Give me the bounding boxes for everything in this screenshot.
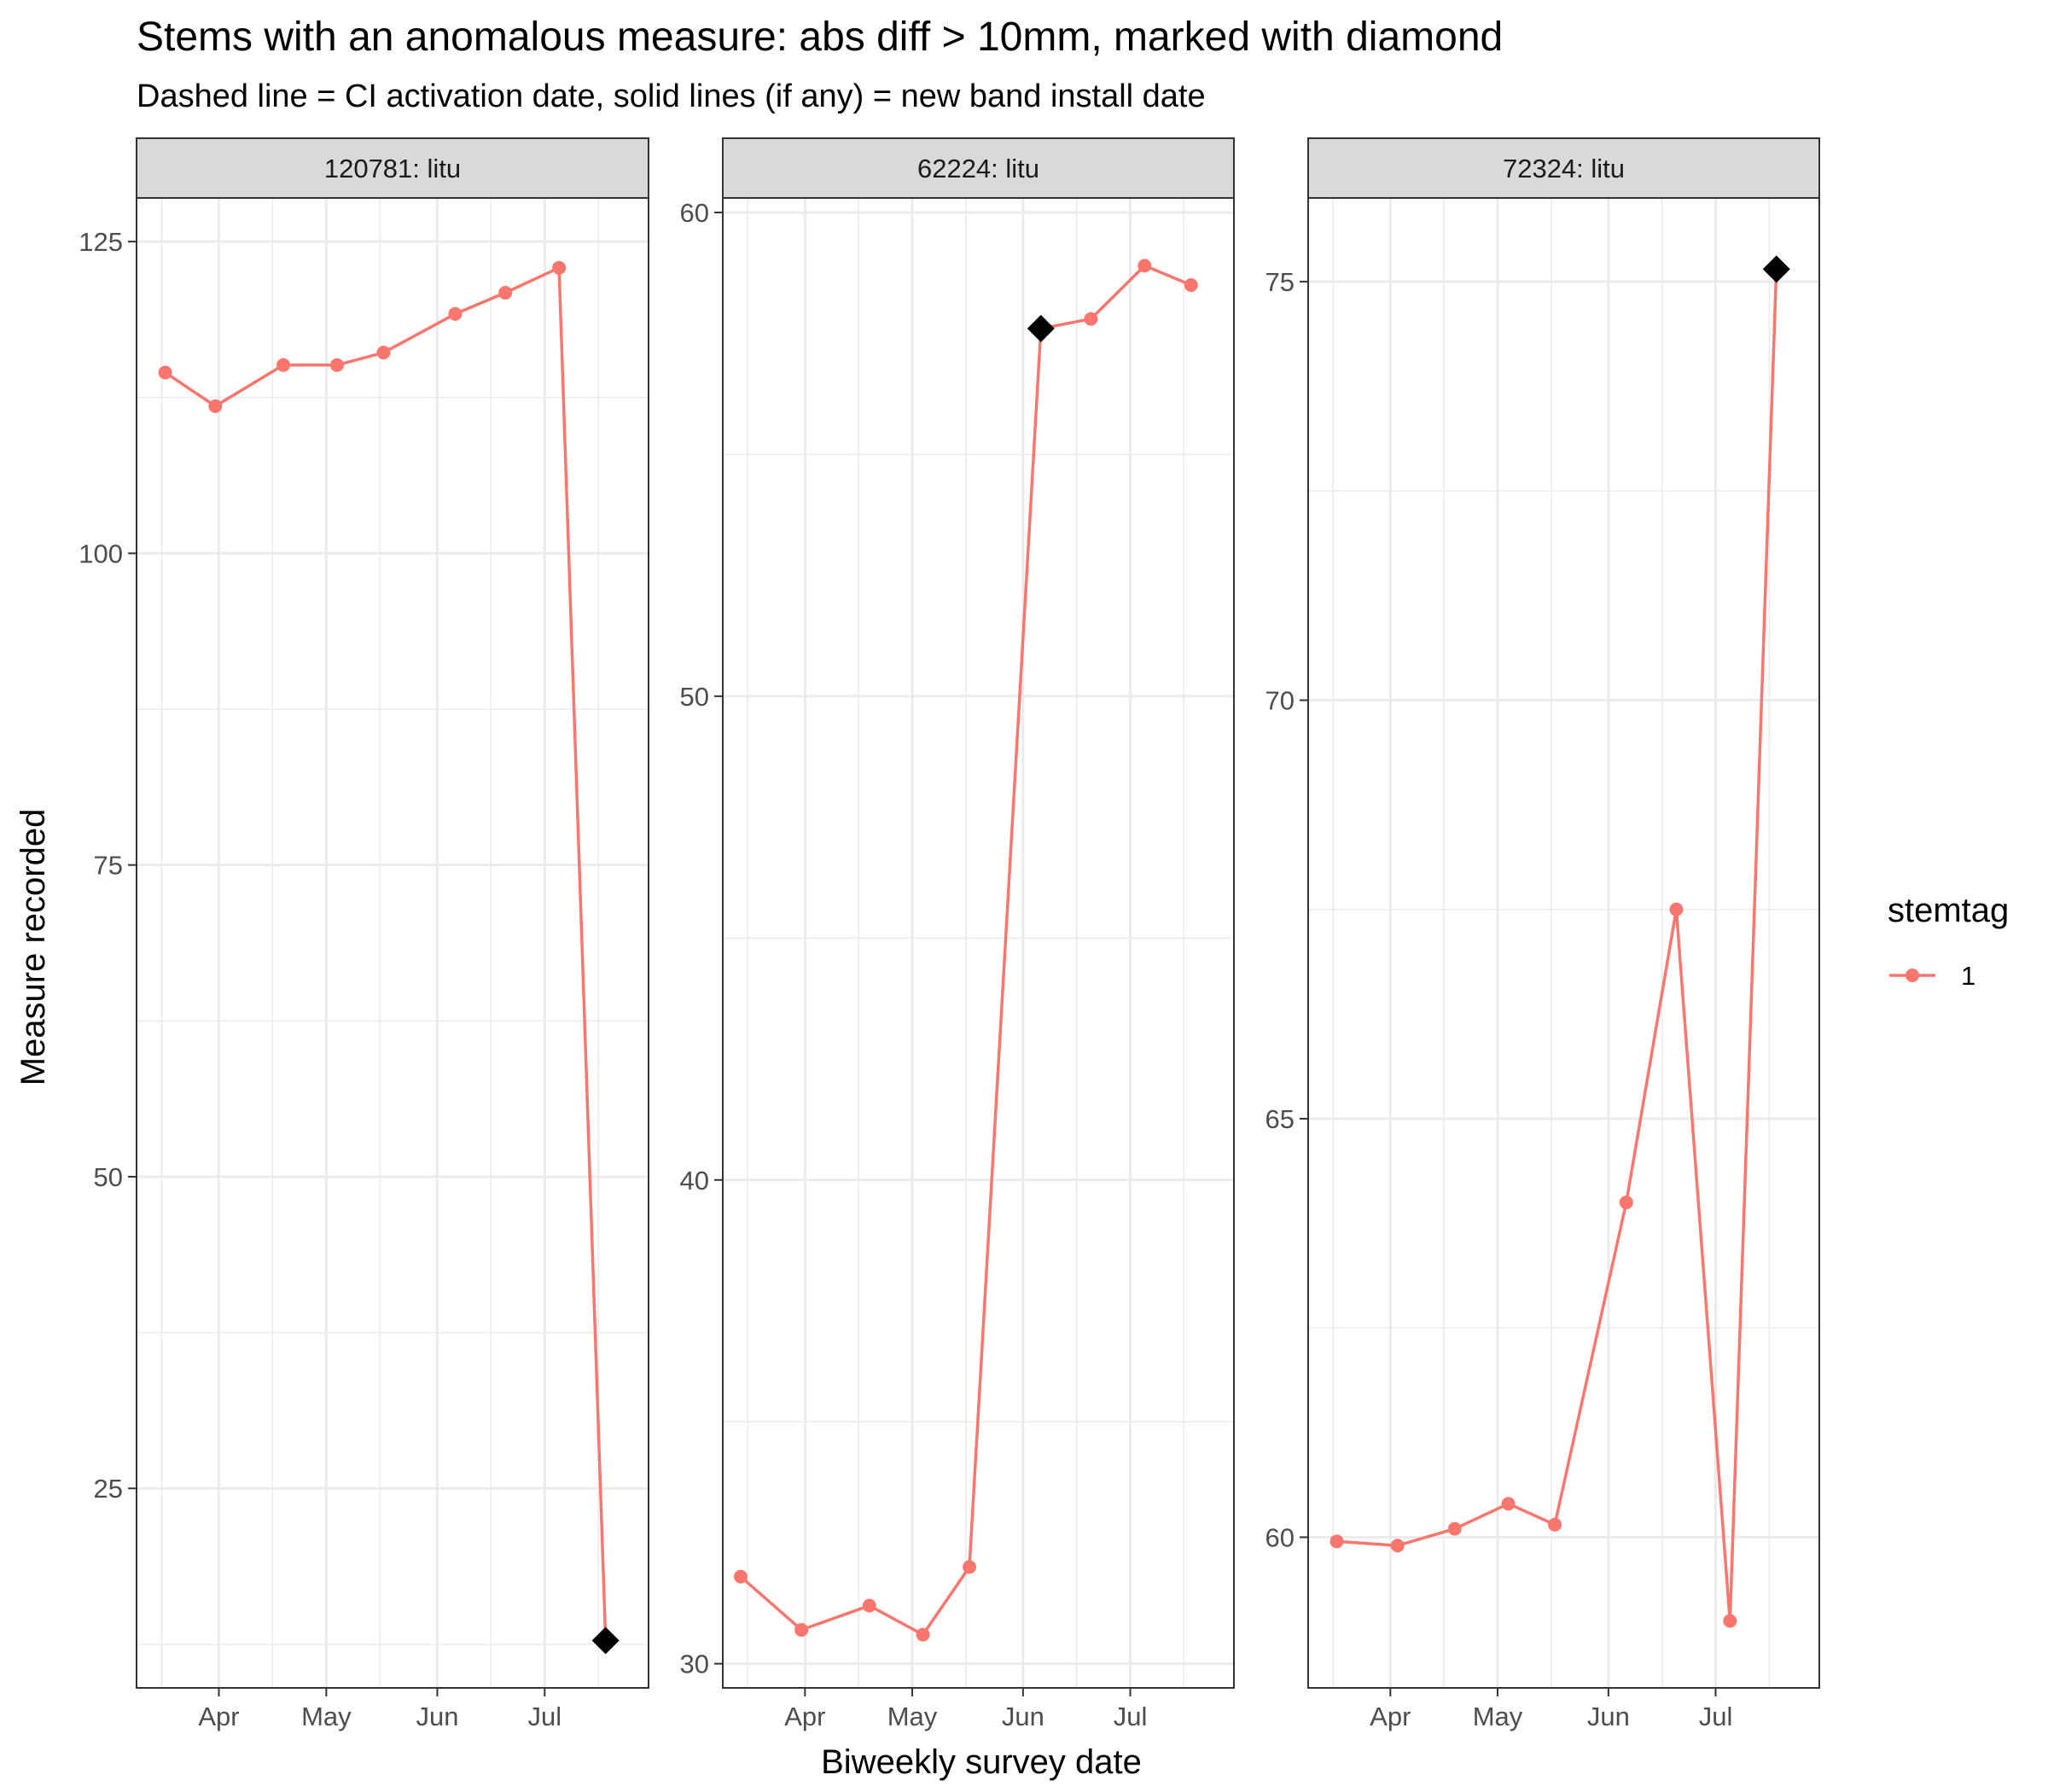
y-tick-label: 100 <box>79 538 123 568</box>
facet-panel: 62224: litu 30 40 50 60 Apr May Jun Jul <box>680 137 1235 1731</box>
data-point <box>1390 1539 1405 1553</box>
x-tick-label: Jun <box>416 1702 458 1731</box>
data-point <box>916 1627 930 1642</box>
data-point <box>1669 902 1684 916</box>
y-tick-label: 125 <box>79 227 123 257</box>
y-tick-label: 75 <box>94 851 123 881</box>
anomaly-diamond <box>1762 255 1790 283</box>
data-point <box>733 1569 748 1584</box>
data-point <box>1184 278 1198 293</box>
x-tick-label: May <box>1473 1702 1523 1731</box>
facet-strip-label: 62224: litu <box>917 154 1039 183</box>
data-point <box>376 346 391 360</box>
y-tick-label: 50 <box>680 682 709 712</box>
data-point <box>448 306 463 321</box>
panel-background <box>1308 198 1819 1688</box>
anomaly-diamond <box>1027 315 1055 343</box>
x-axis-title: Biweekly survey date <box>821 1743 1142 1781</box>
facet-strip-label: 120781: litu <box>324 154 461 183</box>
x-tick-label: May <box>887 1702 938 1731</box>
x-tick-label: Jul <box>528 1702 562 1731</box>
y-tick-label: 65 <box>1265 1104 1295 1134</box>
y-tick-label: 70 <box>1265 686 1295 716</box>
facet-strip <box>722 137 1235 199</box>
x-tick-label: Apr <box>784 1702 825 1731</box>
y-tick-label: 60 <box>1265 1522 1295 1552</box>
x-tick-label: May <box>301 1702 352 1731</box>
data-point <box>1619 1196 1633 1210</box>
data-point <box>1329 1534 1344 1549</box>
chart-subtitle: Dashed line = CI activation date, solid … <box>137 79 1206 114</box>
chart-title: Stems with an anomalous measure: abs dif… <box>137 15 1504 60</box>
data-point <box>963 1560 977 1574</box>
data-point <box>1084 311 1098 326</box>
y-tick-label: 60 <box>680 198 709 228</box>
panel-background <box>137 198 649 1688</box>
data-point <box>1447 1521 1462 1536</box>
legend-title: stemtag <box>1888 892 2009 929</box>
data-point <box>862 1598 876 1613</box>
data-point <box>794 1622 809 1637</box>
x-tick-label: Jun <box>1587 1702 1630 1731</box>
x-tick-label: Apr <box>1370 1702 1411 1731</box>
facet-strip-label: 72324: litu <box>1503 154 1625 183</box>
data-point <box>1137 259 1152 273</box>
data-point <box>1723 1614 1737 1628</box>
y-tick-label: 25 <box>94 1474 123 1504</box>
x-tick-label: Jul <box>1114 1702 1148 1731</box>
panel-background <box>723 198 1234 1688</box>
data-point <box>276 358 291 372</box>
facet-strip <box>136 137 649 199</box>
data-point <box>208 399 223 414</box>
legend-key-point <box>1905 969 1919 982</box>
data-point <box>1501 1497 1516 1511</box>
data-point <box>1548 1517 1562 1532</box>
y-tick-label: 40 <box>680 1166 709 1196</box>
y-tick-label: 30 <box>680 1649 709 1679</box>
facet-panel: 120781: litu 25 50 75 100 125 Apr May Jun Jul <box>79 137 649 1731</box>
x-tick-label: Apr <box>198 1702 239 1731</box>
data-point <box>158 365 172 380</box>
y-tick-label: 75 <box>1265 267 1295 297</box>
y-axis-title: Measure recorded <box>15 809 52 1086</box>
facet-panel: 72324: litu 60 65 70 75 Apr May Jun Jul <box>1265 137 1820 1731</box>
anomaly-diamond <box>591 1626 620 1655</box>
y-tick-label: 50 <box>94 1162 123 1192</box>
x-tick-label: Jun <box>1002 1702 1044 1731</box>
data-point <box>552 260 567 275</box>
legend: stemtag 1 <box>1888 892 2009 991</box>
data-point <box>329 358 344 372</box>
x-tick-label: Jul <box>1699 1702 1733 1731</box>
legend-label: 1 <box>1961 961 1975 991</box>
facet-strip <box>1307 137 1820 199</box>
data-point <box>498 286 513 300</box>
